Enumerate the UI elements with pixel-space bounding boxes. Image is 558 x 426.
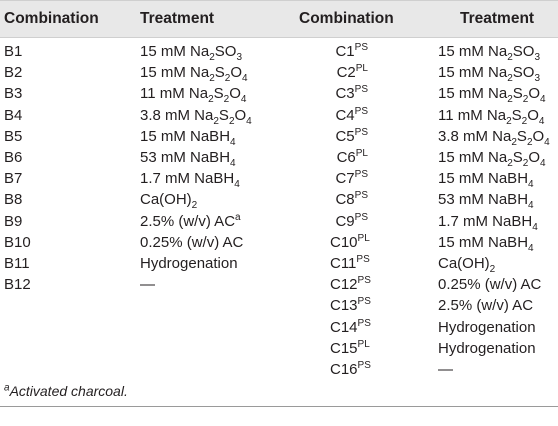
treatment-b: 53 mM NaBH4 [140, 149, 236, 169]
treatment-b: 11 mM Na2S2O4 [140, 85, 247, 106]
combination-c: C1PS [335, 42, 368, 61]
treatment-c: Hydrogenation [438, 339, 536, 357]
treatment-b: 15 mM Na2SO3 [140, 43, 242, 63]
combination-b: B10 [4, 233, 31, 251]
combination-c: C13PS [330, 296, 371, 315]
treatment-c: Hydrogenation [438, 318, 536, 336]
treatment-b: 15 mM NaBH4 [140, 127, 236, 148]
header-combination-2: Combination [299, 10, 394, 27]
treatment-c: 2.5% (w/v) AC [438, 297, 534, 315]
treatment-b: — [140, 276, 155, 294]
treatment-c: 1.7 mM NaBH4 [438, 212, 538, 233]
combination-c: C12PS [330, 275, 371, 294]
treatment-c: 15 mM NaBH4 [438, 170, 534, 191]
treatment-c: 53 mM NaBH4 [438, 191, 534, 212]
combination-b: B1 [4, 43, 23, 60]
treatment-c: — [438, 361, 453, 378]
combination-b: B5 [4, 127, 23, 145]
table-row: B7 1.7 mM NaBH4 C7PS 15 mM NaBH4 [0, 168, 558, 190]
combination-c: C7PS [335, 169, 368, 188]
treatment-b: Ca(OH)2 [140, 191, 198, 212]
combination-c: C11PS [330, 254, 370, 273]
combination-c: C8PS [335, 190, 368, 209]
table-row: C16PS — [0, 359, 558, 381]
combination-c: C4PS [335, 105, 368, 124]
treatment-c: 11 mM Na2S2O4 [438, 106, 545, 127]
treatment-c: 15 mM Na2SO3 [438, 43, 540, 63]
combination-c: C10PL [330, 232, 370, 251]
combination-c: C6PL [336, 148, 368, 167]
table-header: Combination Treatment Combination Treatm… [0, 0, 558, 38]
table-row: B9 2.5% (w/v) ACa C9PS 1.7 mM NaBH4 [0, 211, 558, 233]
combination-b: B7 [4, 170, 23, 188]
treatment-c: 15 mM Na2S2O4 [438, 149, 546, 169]
treatment-c: Ca(OH)2 [438, 255, 496, 275]
combination-c: C5PS [335, 126, 368, 145]
table-row: C14PS Hydrogenation [0, 317, 558, 339]
combination-b: B12 [4, 276, 31, 294]
treatment-b: Hydrogenation [140, 255, 238, 272]
combination-c: C2PL [336, 63, 368, 82]
table-row: C13PS 2.5% (w/v) AC [0, 295, 558, 317]
table-row: B6 53 mM NaBH4 C6PL 15 mM Na2S2O4 [0, 147, 558, 169]
combination-c: C9PS [335, 211, 368, 230]
table-row: B8 Ca(OH)2 C8PS 53 mM NaBH4 [0, 189, 558, 211]
treatment-b: 15 mM Na2S2O4 [140, 64, 248, 85]
table-row: C15PL Hydrogenation [0, 338, 558, 360]
table-row: B2 15 mM Na2S2O4 C2PL 15 mM Na2SO3 [0, 62, 558, 84]
treatment-c: 3.8 mM Na2S2O4 [438, 127, 550, 148]
combination-c: C3PS [335, 84, 368, 103]
combination-b: B4 [4, 106, 23, 124]
header-combination-1: Combination [4, 10, 99, 27]
table-row: B3 11 mM Na2S2O4 C3PS 15 mM Na2S2O4 [0, 83, 558, 105]
table-row: B10 0.25% (w/v) AC C10PL 15 mM NaBH4 [0, 232, 558, 254]
footnote: aActivated charcoal. [4, 382, 128, 399]
table-row: B4 3.8 mM Na2S2O4 C4PS 11 mM Na2S2O4 [0, 105, 558, 127]
combination-b: B8 [4, 191, 23, 209]
treatment-b: 2.5% (w/v) ACa [140, 211, 241, 230]
combination-b: B9 [4, 212, 23, 230]
table-row: B12 — C12PS 0.25% (w/v) AC [0, 274, 558, 296]
combination-b: B3 [4, 85, 23, 103]
table-row: B5 15 mM NaBH4 C5PS 3.8 mM Na2S2O4 [0, 126, 558, 148]
table-row: B1 15 mM Na2SO3 C1PS 15 mM Na2SO3 [0, 41, 558, 63]
combination-b: B11 [4, 255, 30, 272]
treatment-b: 1.7 mM NaBH4 [140, 170, 240, 191]
combination-b: B6 [4, 149, 23, 166]
table-bottom-rule [0, 406, 558, 407]
combination-c: C14PS [330, 317, 371, 336]
treatment-b: 3.8 mM Na2S2O4 [140, 106, 252, 127]
combination-c: C15PL [330, 338, 370, 357]
treatment-c: 15 mM NaBH4 [438, 233, 534, 254]
header-treatment-1: Treatment [140, 10, 215, 27]
treatment-b: 0.25% (w/v) AC [140, 233, 244, 251]
treatment-c: 15 mM Na2S2O4 [438, 85, 546, 106]
combination-c: C16PS [330, 360, 371, 379]
combination-b: B2 [4, 64, 23, 82]
treatment-c: 15 mM Na2SO3 [438, 64, 540, 85]
table-row: B11 Hydrogenation C11PS Ca(OH)2 [0, 253, 558, 275]
treatment-c: 0.25% (w/v) AC [438, 276, 542, 294]
header-treatment-2: Treatment [460, 10, 535, 27]
